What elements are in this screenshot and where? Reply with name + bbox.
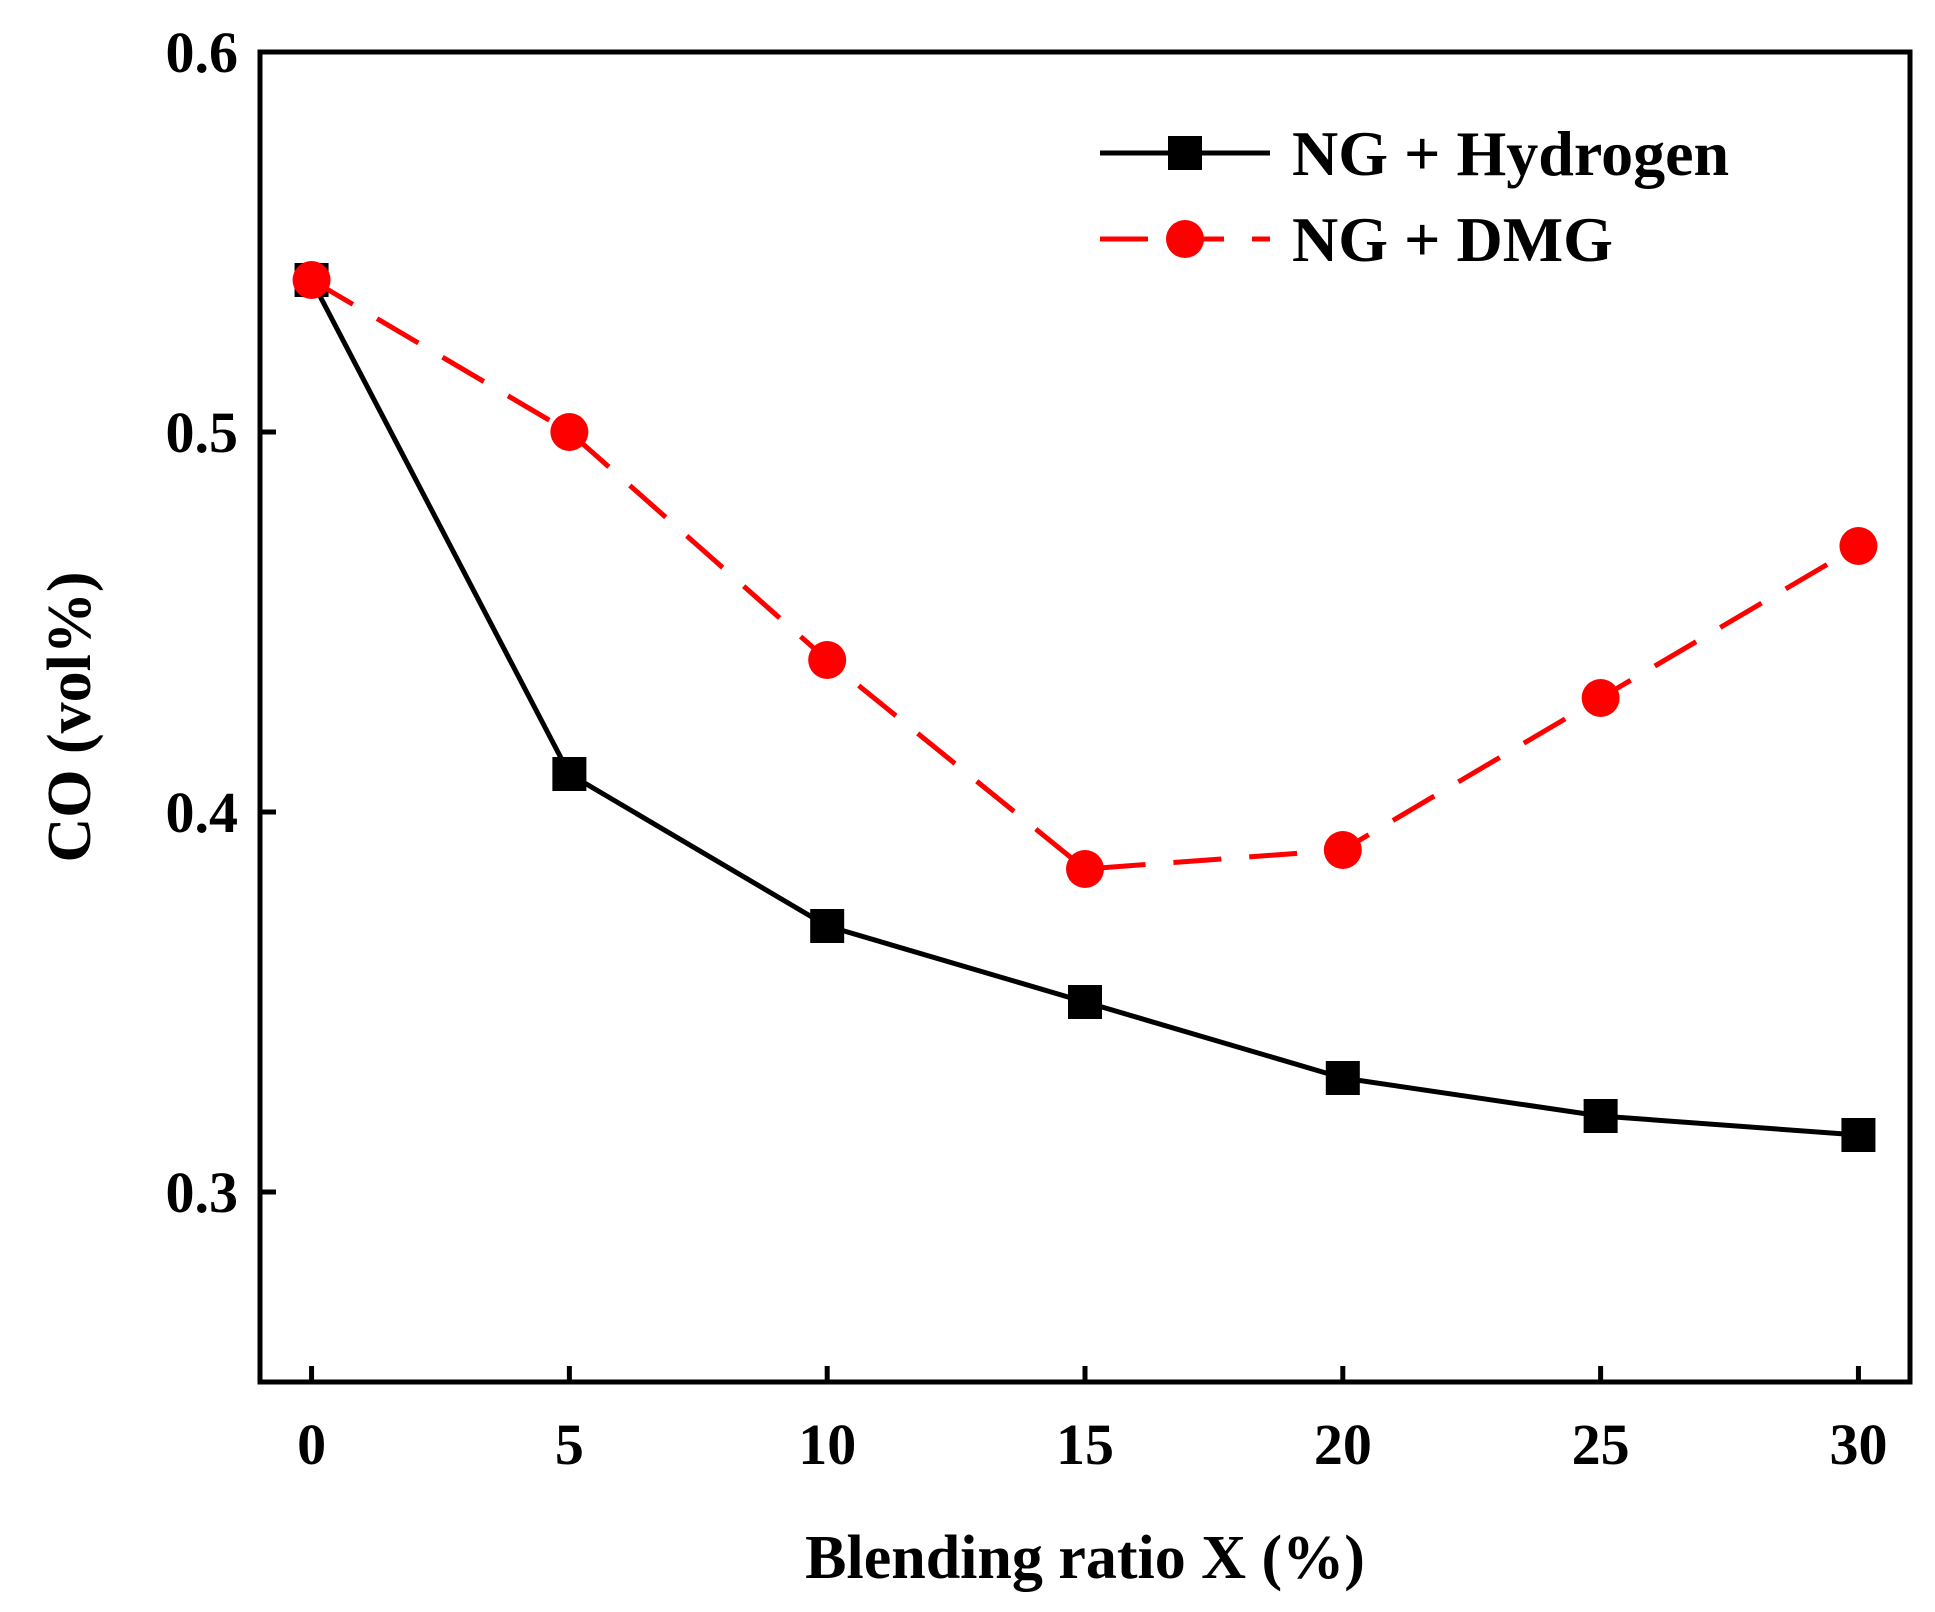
data-point-square	[1325, 1061, 1360, 1095]
legend-label: NG + DMG	[1292, 204, 1613, 275]
data-point-circle	[550, 413, 589, 451]
legend-marker-square	[1168, 136, 1202, 170]
x-tick-label: 0	[297, 1412, 326, 1477]
data-point-circle	[1839, 527, 1878, 565]
x-axis-ticks: 0 5 10 15 20 25 30	[297, 1366, 1887, 1477]
data-point-square	[1583, 1099, 1618, 1133]
legend-marker-circle	[1166, 220, 1204, 258]
y-axis-label: CO (vol%)	[36, 571, 104, 862]
legend-label: NG + Hydrogen	[1292, 118, 1729, 189]
data-point-square	[552, 757, 587, 791]
x-tick-label: 10	[798, 1412, 856, 1477]
x-tick-label: 15	[1056, 1412, 1114, 1477]
y-tick-label: 0.3	[166, 1160, 239, 1225]
y-tick-label: 0.6	[166, 20, 239, 85]
data-point-circle	[808, 641, 847, 679]
y-tick-label: 0.5	[166, 400, 239, 465]
y-axis-ticks: 0.3 0.4 0.5 0.6	[166, 20, 276, 1225]
x-tick-label: 30	[1829, 1412, 1887, 1477]
data-point-circle	[1323, 831, 1362, 869]
series-line	[310, 277, 1860, 872]
data-point-square	[1841, 1118, 1876, 1152]
data-point-circle	[1066, 850, 1104, 888]
y-tick-label: 0.4	[166, 780, 239, 845]
series-ng-hydrogen	[294, 263, 1876, 1152]
x-tick-label: 25	[1572, 1412, 1630, 1477]
data-point-circle	[292, 261, 331, 299]
x-tick-label: 5	[555, 1412, 584, 1477]
data-point-square	[810, 909, 845, 943]
series-ng-dmg	[292, 261, 1878, 888]
series-layer	[292, 261, 1878, 1152]
plot-frame	[257, 49, 1913, 1385]
x-axis-label: Blending ratio X (%)	[805, 1524, 1365, 1592]
data-point-circle	[1581, 679, 1620, 717]
data-point-square	[1068, 985, 1102, 1019]
x-tick-label: 20	[1314, 1412, 1372, 1477]
legend: NG + Hydrogen NG + DMG	[1100, 118, 1729, 275]
